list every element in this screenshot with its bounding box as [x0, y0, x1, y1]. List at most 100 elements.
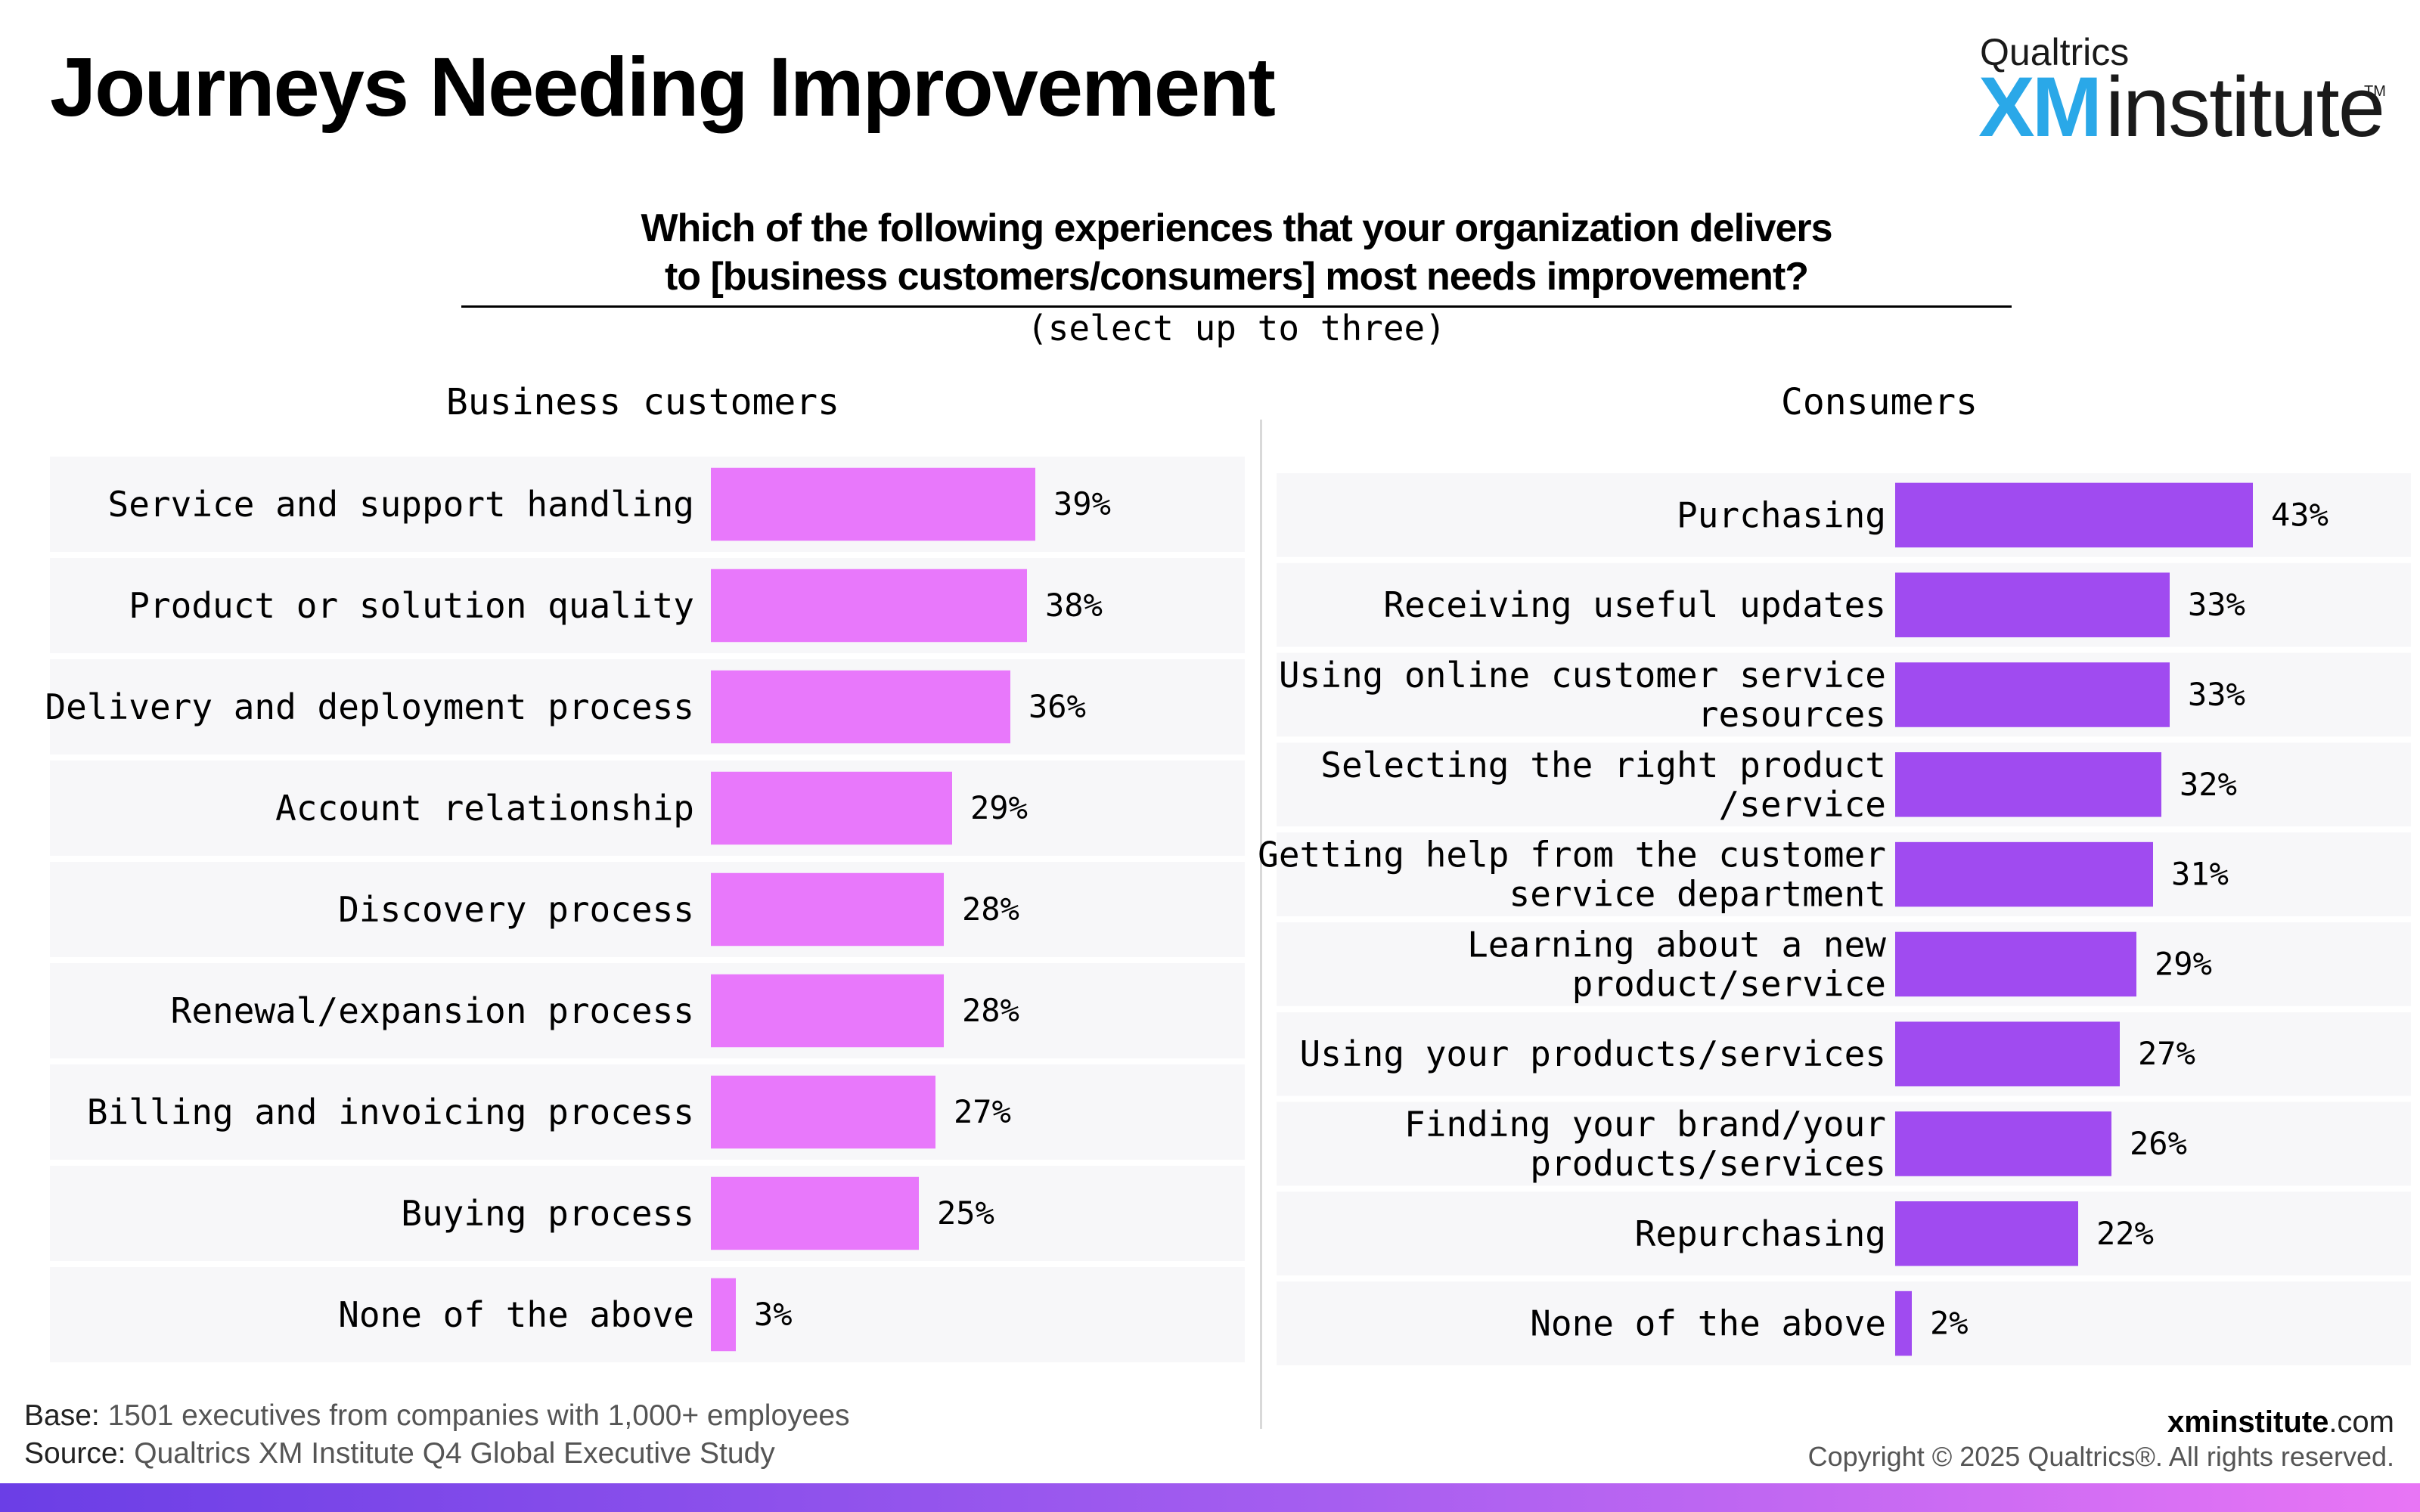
business-bar-renewal-expansion-process — [711, 974, 944, 1048]
business-row-band-account-relationship — [50, 761, 1245, 856]
business-category-label-renewal-expansion-process: Renewal/expansion process — [171, 990, 694, 1031]
question-line-2: to [business customers/consumers] most n… — [664, 255, 1809, 299]
business-category-label-product-or-solution-quality: Product or solution quality — [129, 585, 694, 626]
survey-question: Which of the following experiences that … — [461, 204, 2012, 349]
consumers-value-label-getting-help-from-the-customer-service-department: 31% — [2171, 856, 2229, 893]
consumers-row-band-repurchasing — [1277, 1191, 2411, 1276]
consumers-category-label-learning-about-a-new-product-service-line-1: Learning about a new — [1467, 924, 1886, 965]
consumers-value-label-purchasing: 43% — [2271, 496, 2328, 533]
consumers-row-band-learning-about-a-new-product-service — [1277, 922, 2411, 1006]
business-bar-product-or-solution-quality — [711, 569, 1027, 643]
business-row-band-billing-and-invoicing-process — [50, 1064, 1245, 1160]
consumers-category-label-purchasing: Purchasing — [1677, 494, 1886, 535]
consumers-category-label-repurchasing: Repurchasing — [1635, 1213, 1886, 1254]
footer-base: Base: 1501 executives from companies wit… — [24, 1399, 850, 1432]
page-title: Journeys Needing Improvement — [50, 41, 1276, 134]
consumers-category-label-finding-your-brand-your-products-services-line-2: products/services — [1530, 1143, 1886, 1184]
business-category-label-billing-and-invoicing-process: Billing and invoicing process — [87, 1092, 694, 1132]
consumers-category-label-selecting-the-right-product-service-line-2: /service — [1718, 784, 1886, 825]
consumers-value-label-selecting-the-right-product-service: 32% — [2180, 766, 2237, 803]
consumers-category-label-receiving-useful-updates: Receiving useful updates — [1383, 584, 1886, 625]
business-category-label-buying-process: Buying process — [401, 1193, 694, 1234]
business-value-label-product-or-solution-quality: 38% — [1045, 587, 1103, 624]
xm-institute-logo: Qualtrics XM institute TM — [1978, 30, 2387, 151]
consumers-value-label-repurchasing: 22% — [2096, 1215, 2154, 1252]
business-category-label-account-relationship: Account relationship — [275, 788, 694, 829]
consumers-row-band-finding-your-brand-your-products-services — [1277, 1101, 2411, 1186]
business-row-band-renewal-expansion-process — [50, 963, 1245, 1058]
consumers-category-label-using-your-products-services: Using your products/services — [1300, 1033, 1886, 1074]
logo-qualtrics-text: Qualtrics — [1980, 31, 2130, 73]
business-value-label-service-and-support-handling: 39% — [1053, 485, 1111, 522]
consumers-bar-learning-about-a-new-product-service — [1895, 931, 2136, 997]
consumers-category-label-using-online-customer-service-resources-line-2: resources — [1698, 694, 1886, 735]
consumers-row-band-none-of-the-above — [1277, 1281, 2411, 1365]
consumers-value-label-none-of-the-above: 2% — [1930, 1305, 1969, 1342]
consumers-category-label-getting-help-from-the-customer-service-department-line-1: Getting help from the customer — [1258, 835, 1886, 875]
business-bar-buying-process — [711, 1176, 919, 1250]
business-row-band-product-or-solution-quality — [50, 558, 1245, 653]
consumers-bar-finding-your-brand-your-products-services — [1895, 1111, 2111, 1176]
business-row-band-buying-process — [50, 1166, 1245, 1261]
consumers-value-label-using-online-customer-service-resources: 33% — [2188, 676, 2245, 713]
footer-notes: Base: 1501 executives from companies wit… — [24, 1397, 850, 1473]
business-bar-discovery-process — [711, 872, 944, 947]
business-bar-delivery-and-deployment-process — [711, 670, 1010, 744]
consumers-bar-none-of-the-above — [1895, 1290, 1912, 1356]
business-bar-account-relationship — [711, 771, 952, 845]
question-subtitle: (select up to three) — [1027, 308, 1446, 349]
business-value-label-billing-and-invoicing-process: 27% — [954, 1093, 1011, 1130]
consumers-value-label-using-your-products-services: 27% — [2138, 1035, 2195, 1072]
business-category-label-service-and-support-handling: Service and support handling — [108, 484, 694, 525]
business-customers-title: Business customers — [445, 381, 840, 423]
business-bar-billing-and-invoicing-process — [711, 1075, 935, 1149]
logo-trademark: TM — [2364, 83, 2386, 100]
consumers-value-label-receiving-useful-updates: 33% — [2188, 586, 2245, 623]
business-bar-service-and-support-handling — [711, 467, 1035, 541]
question-line-1: Which of the following experiences that … — [641, 206, 1832, 250]
business-value-label-none-of-the-above: 3% — [754, 1296, 793, 1333]
copyright-text: Copyright © 2025 Qualtrics®. All rights … — [1807, 1441, 2394, 1472]
business-bar-none-of-the-above — [711, 1278, 736, 1352]
consumers-title: Consumers — [1780, 381, 1978, 423]
business-value-label-discovery-process: 28% — [962, 891, 1019, 928]
consumers-value-label-learning-about-a-new-product-service: 29% — [2155, 945, 2212, 982]
business-category-label-discovery-process: Discovery process — [338, 889, 694, 930]
consumers-row-band-receiving-useful-updates — [1277, 562, 2411, 647]
consumers-bar-purchasing — [1895, 482, 2253, 548]
business-value-label-renewal-expansion-process: 28% — [962, 992, 1019, 1029]
business-category-label-delivery-and-deployment-process: Delivery and deployment process — [45, 686, 694, 727]
bottom-gradient-bar — [0, 1483, 2420, 1512]
business-row-band-delivery-and-deployment-process — [50, 659, 1245, 754]
consumers-category-label-getting-help-from-the-customer-service-department-line-2: service department — [1509, 874, 1887, 915]
consumers-category-label-none-of-the-above: None of the above — [1530, 1303, 1886, 1344]
consumers-category-label-selecting-the-right-product-service-line-1: Selecting the right product — [1320, 745, 1886, 785]
consumers-row-band-selecting-the-right-product-service — [1277, 742, 2411, 827]
consumers-bar-repurchasing — [1895, 1201, 2078, 1266]
consumers-bar-using-your-products-services — [1895, 1021, 2120, 1086]
business-value-label-delivery-and-deployment-process: 36% — [1028, 688, 1086, 725]
consumers-chart: 43% Purchasing 33% Receiving useful updates… — [1258, 482, 2411, 1365]
business-category-label-none-of-the-above: None of the above — [338, 1294, 694, 1335]
business-row-band-none-of-the-above — [50, 1267, 1245, 1362]
business-row-band-service-and-support-handling — [50, 457, 1245, 552]
logo-institute-text: institute — [2105, 60, 2385, 154]
logo-xm-text: XM — [1978, 60, 2102, 154]
question-divider — [461, 305, 2012, 308]
consumers-category-label-learning-about-a-new-product-service-line-2: product/service — [1572, 963, 1886, 1004]
consumers-bar-getting-help-from-the-customer-service-department — [1895, 841, 2153, 907]
business-value-label-buying-process: 25% — [937, 1194, 994, 1232]
consumers-bar-receiving-useful-updates — [1895, 572, 2170, 637]
consumers-category-label-using-online-customer-service-resources-line-1: Using online customer service — [1279, 655, 1886, 696]
footer-copyright: xminstitute.com Copyright © 2025 Qualtri… — [1808, 1405, 2394, 1474]
business-value-label-account-relationship: 29% — [970, 789, 1028, 826]
consumers-bar-using-online-customer-service-resources — [1895, 662, 2170, 727]
business-customers-chart: 39% Service and support handling 38% Produc… — [45, 457, 1245, 1362]
panel-divider — [1260, 420, 1262, 1429]
consumers-category-label-finding-your-brand-your-products-services-line-1: Finding your brand/your — [1404, 1104, 1886, 1145]
business-row-band-discovery-process — [50, 862, 1245, 957]
consumers-value-label-finding-your-brand-your-products-services: 26% — [2130, 1125, 2187, 1162]
consumers-row-band-getting-help-from-the-customer-service-department — [1277, 832, 2411, 916]
site-link[interactable]: xminstitute.com — [2167, 1405, 2394, 1439]
consumers-row-band-using-your-products-services — [1277, 1012, 2411, 1096]
